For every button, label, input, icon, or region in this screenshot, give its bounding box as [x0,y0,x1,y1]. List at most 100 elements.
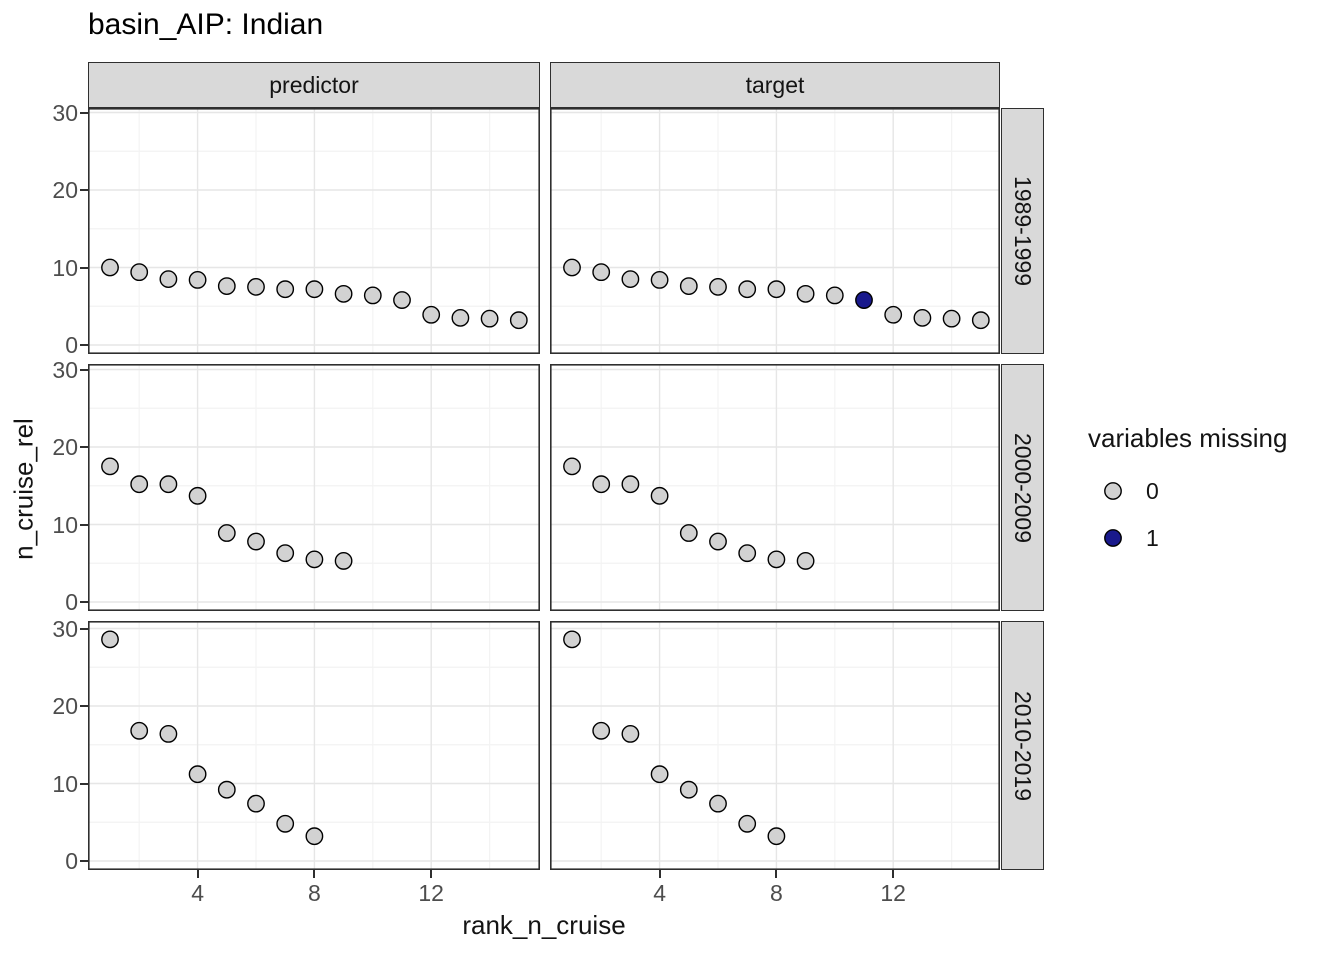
data-point [159,725,178,743]
facet-panel [88,108,540,354]
panel-border [550,364,1000,611]
y-tick-mark [80,782,88,785]
facet-row-label: 1989-1999 [1010,176,1036,286]
x-tick-label: 8 [307,880,321,906]
data-point [592,263,611,282]
x-tick-mark [196,870,199,878]
facet-row-label: 2010-2019 [1010,690,1036,801]
data-point [942,309,961,328]
x-tick-label: 4 [653,880,666,906]
x-tick-label: 12 [418,880,444,906]
y-tick-label: 0 [65,332,78,358]
data-point [767,280,786,299]
data-point [592,721,611,740]
y-tick-label: 10 [52,511,78,538]
data-point [101,457,119,476]
x-tick-mark [658,870,661,878]
data-point [825,286,844,305]
data-point [709,277,727,296]
legend-item-label: 0 [1146,477,1159,504]
data-point [650,765,669,784]
data-point [363,286,382,305]
data-point [738,280,757,299]
facet-row-strip: 2010-2019 [1001,621,1044,870]
panel-background [550,108,1000,354]
data-point [276,280,295,299]
data-point [393,291,411,309]
data-point [247,532,265,551]
data-point [276,544,295,563]
data-point [188,270,207,289]
x-tick-label: 12 [880,880,906,906]
facet-panel [550,364,1000,611]
panel-border [88,364,540,611]
data-point [276,814,295,833]
y-tick-mark [80,344,88,346]
x-tick-mark [430,870,433,878]
panel-background [550,364,1000,611]
facet-panel [88,364,540,611]
data-point [247,277,265,296]
x-tick-mark [313,870,316,878]
data-point [188,486,207,505]
data-point [796,284,815,303]
data-point [621,725,640,743]
data-point [130,263,149,282]
data-point [305,827,324,846]
facet-column-label: target [745,71,805,98]
data-point [679,524,698,542]
x-axis-title: rank_n_cruise [462,910,626,940]
y-tick-mark [80,446,88,448]
facet-panel [550,108,1000,354]
data-point [650,486,669,505]
data-point [247,794,265,813]
data-point [101,630,119,649]
facet-panel [550,621,1000,870]
y-tick-mark [80,705,88,707]
panel-border [88,108,540,354]
data-point [884,305,903,324]
data-point [334,284,353,303]
data-point [796,552,815,570]
y-tick-mark [80,627,88,630]
data-point [650,270,669,289]
plot-title: basin_AIP: Indian [88,8,324,41]
facet-row-strip: 2000-2009 [1001,364,1044,611]
y-tick-label: 0 [65,589,78,615]
data-point [451,308,470,327]
data-point [305,550,324,569]
facet-row-strip: 1989-1999 [1001,108,1044,354]
facet-column-strip: target [550,62,1000,108]
data-point [738,544,757,563]
data-point [217,277,236,296]
x-tick-label: 8 [769,880,783,906]
data-point [679,780,698,799]
legend-key-circle [1104,482,1122,500]
y-tick-label: 20 [52,693,78,719]
y-tick-label: 10 [52,254,78,281]
data-point [422,305,441,324]
data-point [563,258,581,277]
y-axis-title: n_cruise_rel [8,418,39,560]
data-point [767,827,786,846]
x-tick-mark [892,870,895,878]
data-point [480,309,499,328]
data-point [592,475,611,494]
data-point [913,308,932,327]
y-tick-label: 20 [52,177,78,203]
y-tick-mark [80,601,88,603]
y-tick-label: 0 [65,848,78,874]
x-tick-label: 4 [191,880,204,906]
legend-title: variables missing [1088,423,1288,453]
y-tick-label: 30 [52,356,78,383]
panel-border [550,108,1000,354]
legend: variables missing 0 1 [1088,423,1338,551]
y-tick-mark [80,368,88,371]
y-tick-mark [80,523,88,526]
data-point [709,532,727,551]
data-point [159,475,178,494]
facet-row-label: 2000-2009 [1010,432,1036,543]
legend-key-circle [1104,529,1122,547]
y-tick-mark [80,111,88,114]
data-point [971,311,990,330]
